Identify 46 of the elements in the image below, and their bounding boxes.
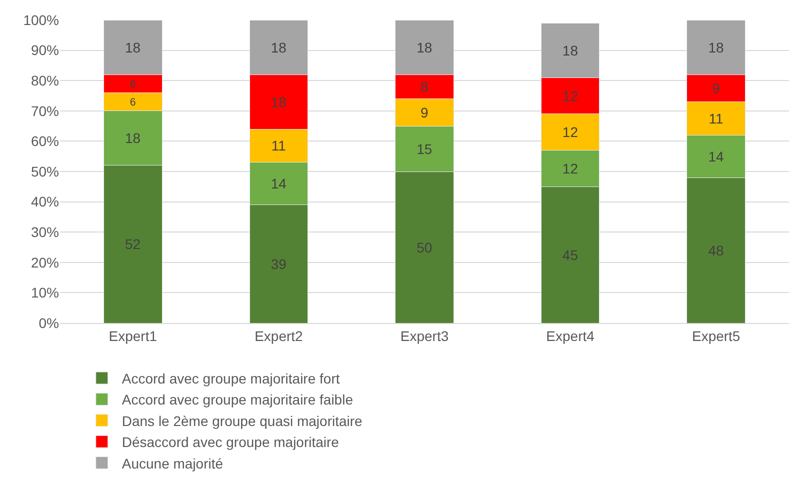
data-label: 52 bbox=[125, 236, 141, 252]
legend-label: Dans le 2ème groupe quasi majoritaire bbox=[122, 412, 363, 429]
y-tick-label: 50% bbox=[30, 163, 59, 180]
legend-label: Accord avec groupe majoritaire fort bbox=[122, 370, 340, 386]
x-tick-label: Expert4 bbox=[546, 328, 595, 344]
data-label: 9 bbox=[420, 104, 428, 120]
data-label: 12 bbox=[562, 160, 578, 176]
y-tick-label: 40% bbox=[30, 194, 59, 210]
data-label: 45 bbox=[562, 246, 578, 263]
data-label: 50 bbox=[416, 239, 432, 256]
y-tick-label: 70% bbox=[30, 102, 59, 119]
data-label: 11 bbox=[708, 110, 724, 126]
y-tick-label: 20% bbox=[30, 254, 59, 270]
data-label: 12 bbox=[562, 88, 578, 104]
y-tick-label: 10% bbox=[30, 284, 59, 301]
data-label: 18 bbox=[416, 39, 432, 56]
data-label: 6 bbox=[130, 78, 136, 90]
data-label: 6 bbox=[130, 96, 136, 109]
data-label: 9 bbox=[712, 80, 720, 96]
data-label: 14 bbox=[708, 148, 724, 164]
data-label: 18 bbox=[562, 42, 578, 58]
y-tick-label: 0% bbox=[38, 314, 59, 331]
data-label: 18 bbox=[708, 39, 724, 56]
legend-label: Aucune majorité bbox=[122, 455, 224, 472]
x-tick-label: Expert3 bbox=[400, 328, 449, 344]
data-label: 18 bbox=[270, 94, 287, 110]
data-label: 11 bbox=[271, 138, 286, 154]
data-label: 48 bbox=[708, 242, 724, 258]
y-tick-label: 100% bbox=[23, 12, 59, 28]
data-label: 18 bbox=[125, 130, 141, 146]
x-tick-label: Expert2 bbox=[254, 328, 304, 344]
legend-label: Accord avec groupe majoritaire faible bbox=[122, 392, 354, 408]
data-label: 18 bbox=[125, 39, 141, 56]
y-tick-label: 90% bbox=[30, 42, 59, 58]
data-label: 15 bbox=[416, 140, 432, 157]
data-label: 18 bbox=[270, 39, 287, 56]
data-label: 8 bbox=[420, 78, 428, 95]
data-label: 14 bbox=[270, 176, 287, 192]
y-tick-label: 30% bbox=[30, 224, 59, 240]
y-tick-label: 60% bbox=[30, 133, 59, 150]
data-label: 12 bbox=[562, 124, 578, 140]
x-tick-label: Expert5 bbox=[692, 328, 740, 344]
y-tick-label: 80% bbox=[30, 72, 59, 88]
legend-label: Désaccord avec groupe majoritaire bbox=[122, 434, 340, 450]
data-label: 39 bbox=[270, 256, 287, 272]
x-tick-label: Expert1 bbox=[108, 328, 158, 344]
